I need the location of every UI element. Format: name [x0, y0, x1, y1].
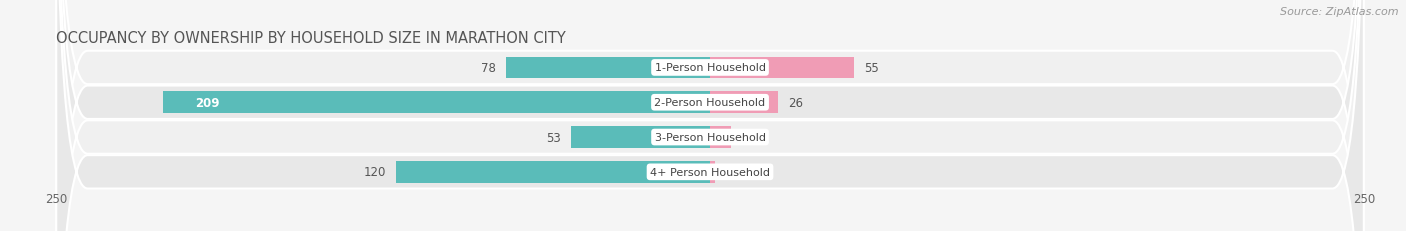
FancyBboxPatch shape — [56, 0, 1364, 231]
Text: 26: 26 — [789, 96, 803, 109]
Text: 209: 209 — [195, 96, 219, 109]
Text: 120: 120 — [363, 166, 385, 179]
Bar — [571, 127, 710, 148]
Text: 8: 8 — [741, 131, 749, 144]
Text: 55: 55 — [865, 62, 879, 75]
Text: OCCUPANCY BY OWNERSHIP BY HOUSEHOLD SIZE IN MARATHON CITY: OCCUPANCY BY OWNERSHIP BY HOUSEHOLD SIZE… — [56, 30, 567, 46]
Text: Source: ZipAtlas.com: Source: ZipAtlas.com — [1281, 7, 1399, 17]
Text: 2-Person Household: 2-Person Household — [654, 98, 766, 108]
Text: 78: 78 — [481, 62, 495, 75]
Bar — [506, 57, 710, 79]
FancyBboxPatch shape — [56, 0, 1364, 231]
Bar — [163, 92, 710, 113]
Text: 4+ Person Household: 4+ Person Household — [650, 167, 770, 177]
FancyBboxPatch shape — [56, 0, 1364, 231]
Bar — [710, 161, 716, 183]
Text: 3-Person Household: 3-Person Household — [655, 132, 765, 143]
Bar — [710, 92, 778, 113]
Text: 2: 2 — [725, 166, 733, 179]
Bar — [710, 57, 853, 79]
Bar — [396, 161, 710, 183]
Text: 53: 53 — [546, 131, 561, 144]
FancyBboxPatch shape — [56, 0, 1364, 231]
Text: 1-Person Household: 1-Person Household — [655, 63, 765, 73]
Bar — [710, 127, 731, 148]
